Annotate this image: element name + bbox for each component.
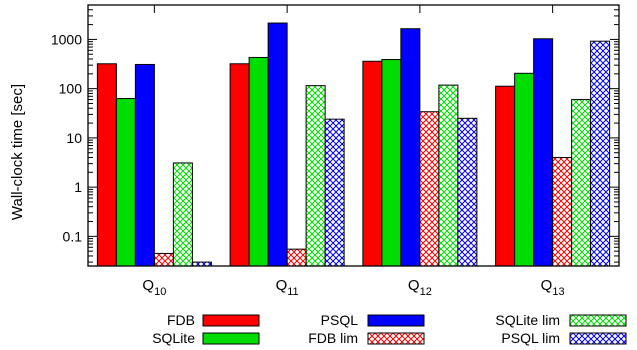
bar	[514, 72, 535, 267]
y-tick-label: 100	[59, 81, 83, 97]
bar	[172, 162, 193, 267]
legend-label: PSQL lim	[501, 330, 560, 346]
bar	[533, 38, 554, 267]
bar	[362, 60, 383, 267]
bar	[267, 22, 288, 267]
legend-swatch	[367, 332, 425, 345]
legend-label: PSQL	[321, 312, 359, 328]
bar	[571, 99, 592, 267]
bar	[286, 248, 307, 267]
bar	[305, 85, 326, 267]
bar	[438, 84, 459, 267]
bar	[495, 85, 516, 267]
bar	[419, 111, 440, 267]
bar	[96, 63, 117, 267]
x-tick-label: Q10	[142, 277, 166, 298]
legend-swatch	[569, 332, 627, 345]
bar-group	[96, 22, 611, 267]
axes: 0.1 1 10 100 1000	[51, 4, 620, 267]
bar	[153, 252, 174, 267]
y-tick-label: 10	[66, 130, 82, 146]
legend-label: SQLite lim	[495, 312, 560, 328]
bar	[381, 59, 402, 267]
legend-label: FDB	[167, 312, 195, 328]
y-tick-label: 1	[74, 179, 82, 195]
legend-swatch	[367, 314, 425, 327]
x-tick-label: Q13	[541, 277, 565, 298]
bar	[229, 63, 250, 267]
bar	[590, 40, 611, 267]
x-tick-labels: Q10 Q11 Q12 Q13	[142, 277, 564, 298]
legend-swatch	[202, 332, 260, 345]
y-axis-label: Wall-clock time [sec]	[9, 84, 26, 220]
y-tick-label: 0.1	[63, 228, 83, 244]
legend: FDB SQLite PSQL FDB lim SQLite lim PSQL lim	[152, 312, 627, 346]
x-tick-label: Q11	[276, 277, 299, 298]
bar	[134, 63, 155, 267]
legend-label: FDB lim	[308, 330, 358, 346]
bar	[400, 28, 421, 267]
bar	[324, 118, 345, 267]
y-tick-label: 1000	[51, 31, 82, 47]
bar	[457, 117, 478, 267]
bar	[248, 56, 269, 267]
legend-swatch	[202, 314, 260, 327]
legend-label: SQLite	[152, 330, 195, 346]
bar	[115, 98, 136, 267]
x-tick-label: Q12	[408, 277, 432, 298]
legend-swatch	[569, 314, 627, 327]
bar	[552, 156, 573, 267]
plot-frame	[87, 4, 620, 267]
